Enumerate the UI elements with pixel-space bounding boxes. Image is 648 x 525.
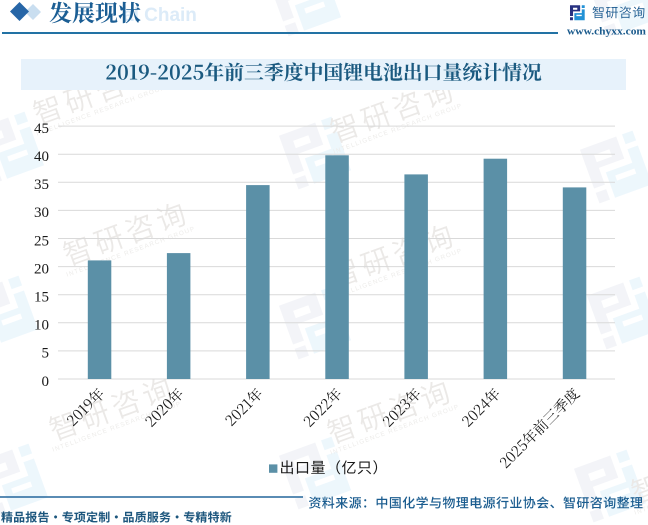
svg-text:20: 20 [34, 261, 49, 277]
svg-text:al Chain: al Chain [123, 5, 197, 26]
svg-text:45: 45 [34, 121, 49, 137]
svg-text:www.chyxx.com: www.chyxx.com [567, 26, 646, 38]
svg-text:40: 40 [34, 149, 49, 165]
svg-text:15: 15 [34, 290, 49, 306]
svg-text:5: 5 [42, 346, 50, 362]
svg-text:0: 0 [42, 374, 50, 390]
svg-text:10: 10 [34, 318, 49, 334]
svg-text:35: 35 [34, 177, 49, 193]
svg-text:30: 30 [34, 205, 49, 221]
svg-text:25: 25 [34, 233, 49, 249]
